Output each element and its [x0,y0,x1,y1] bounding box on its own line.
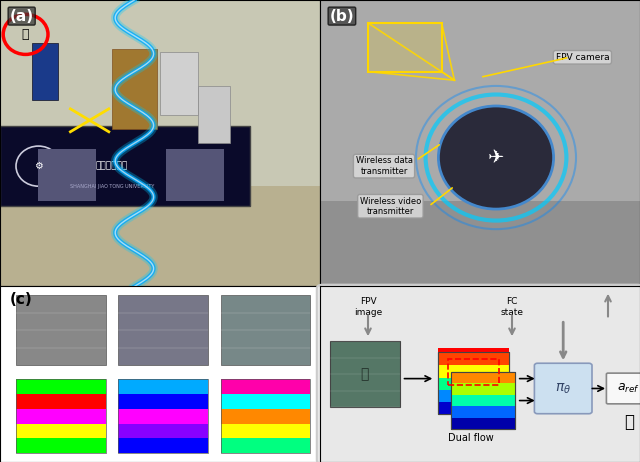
Bar [118,394,208,409]
Circle shape [16,146,61,186]
Bar [221,438,310,453]
FancyBboxPatch shape [317,285,640,462]
Bar [118,424,208,438]
Bar [438,352,509,414]
Bar [118,379,208,453]
Bar [32,43,58,100]
Text: Dual flow: Dual flow [447,433,493,443]
Bar [438,348,509,353]
Bar [330,341,400,407]
Polygon shape [320,201,640,286]
Text: 💻: 💻 [624,413,634,432]
Bar [38,149,96,201]
Bar [16,379,106,394]
Bar [118,295,208,365]
Text: Wireless video
transmitter: Wireless video transmitter [360,196,421,216]
Bar [198,86,230,143]
Bar [16,424,106,438]
Bar [16,379,106,453]
Bar [438,353,509,365]
Text: Wireless data
transmitter: Wireless data transmitter [355,157,413,176]
Bar [451,395,515,406]
Bar [221,379,310,394]
Text: ⚙: ⚙ [34,161,43,171]
Text: (b): (b) [330,9,354,24]
FancyBboxPatch shape [534,363,592,414]
Text: FPV
image: FPV image [354,298,382,317]
Bar [438,401,509,414]
Bar [118,438,208,453]
Bar [438,377,509,389]
Bar [118,379,208,394]
Text: ✈: ✈ [488,148,504,167]
Text: 🚫: 🚫 [22,28,29,41]
Bar [118,409,208,424]
Circle shape [438,106,554,209]
Text: FC
state: FC state [500,298,524,317]
Bar [160,52,198,115]
Bar [438,389,509,401]
FancyBboxPatch shape [607,373,640,404]
Bar [448,359,499,385]
Text: 上海交通大学: 上海交通大学 [96,162,128,170]
Bar [16,394,106,409]
Bar [221,394,310,409]
Text: SHANGHAI JIAO TONG UNIVERSITY: SHANGHAI JIAO TONG UNIVERSITY [70,184,154,188]
Polygon shape [0,186,320,286]
Text: 🏛: 🏛 [360,367,369,381]
Bar [221,379,310,453]
Bar [112,49,157,129]
Bar [438,365,509,377]
Bar [451,372,515,429]
Bar [451,372,515,383]
Bar [16,438,106,453]
Bar [16,295,106,365]
Bar [451,383,515,395]
Bar [16,409,106,424]
Bar [221,295,310,365]
Text: (a): (a) [10,9,34,24]
Text: FPV camera: FPV camera [556,53,609,62]
Bar [438,352,509,414]
Text: $a_{ref}$: $a_{ref}$ [618,382,640,395]
Bar [451,372,515,429]
Text: $\pi_\theta$: $\pi_\theta$ [555,381,572,395]
Text: (c): (c) [10,292,33,307]
Polygon shape [368,23,442,72]
Bar [221,424,310,438]
Bar [221,409,310,424]
Bar [0,126,250,206]
Bar [166,149,224,201]
Bar [451,406,515,418]
Bar [451,418,515,429]
